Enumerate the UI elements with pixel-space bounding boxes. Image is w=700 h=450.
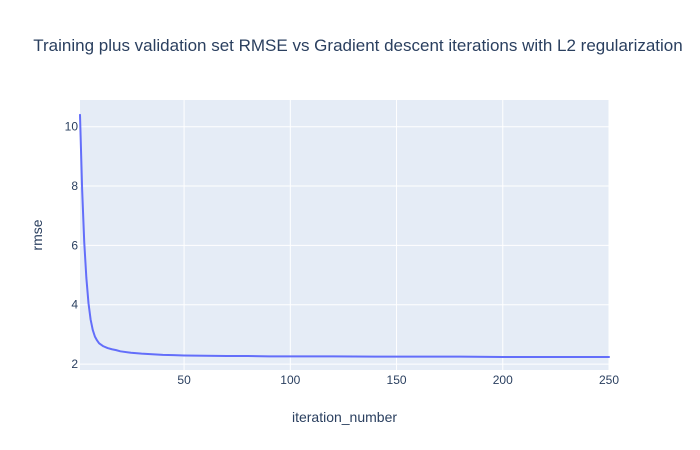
y-tick-label: 6 bbox=[71, 238, 78, 252]
x-tick-label: 50 bbox=[177, 373, 191, 387]
y-tick-label: 8 bbox=[71, 179, 78, 193]
x-tick-label: 150 bbox=[387, 373, 407, 387]
y-tick-label: 2 bbox=[71, 357, 78, 371]
rmse-series-line bbox=[79, 113, 610, 358]
chart-title: Training plus validation set RMSE vs Gra… bbox=[33, 36, 682, 55]
x-axis-title: iteration_number bbox=[292, 409, 397, 425]
y-axis-title: rmse bbox=[29, 219, 45, 250]
tick-labels: 50 100 150 200 250 2 4 6 8 10 bbox=[65, 120, 620, 387]
x-tick-label: 250 bbox=[599, 373, 619, 387]
y-tick-label: 10 bbox=[65, 120, 79, 134]
series-layer bbox=[79, 113, 610, 358]
x-tick-label: 100 bbox=[280, 373, 300, 387]
x-tick-label: 200 bbox=[493, 373, 513, 387]
plot-area bbox=[80, 100, 609, 370]
gridlines bbox=[80, 100, 610, 370]
y-tick-label: 4 bbox=[71, 298, 78, 312]
